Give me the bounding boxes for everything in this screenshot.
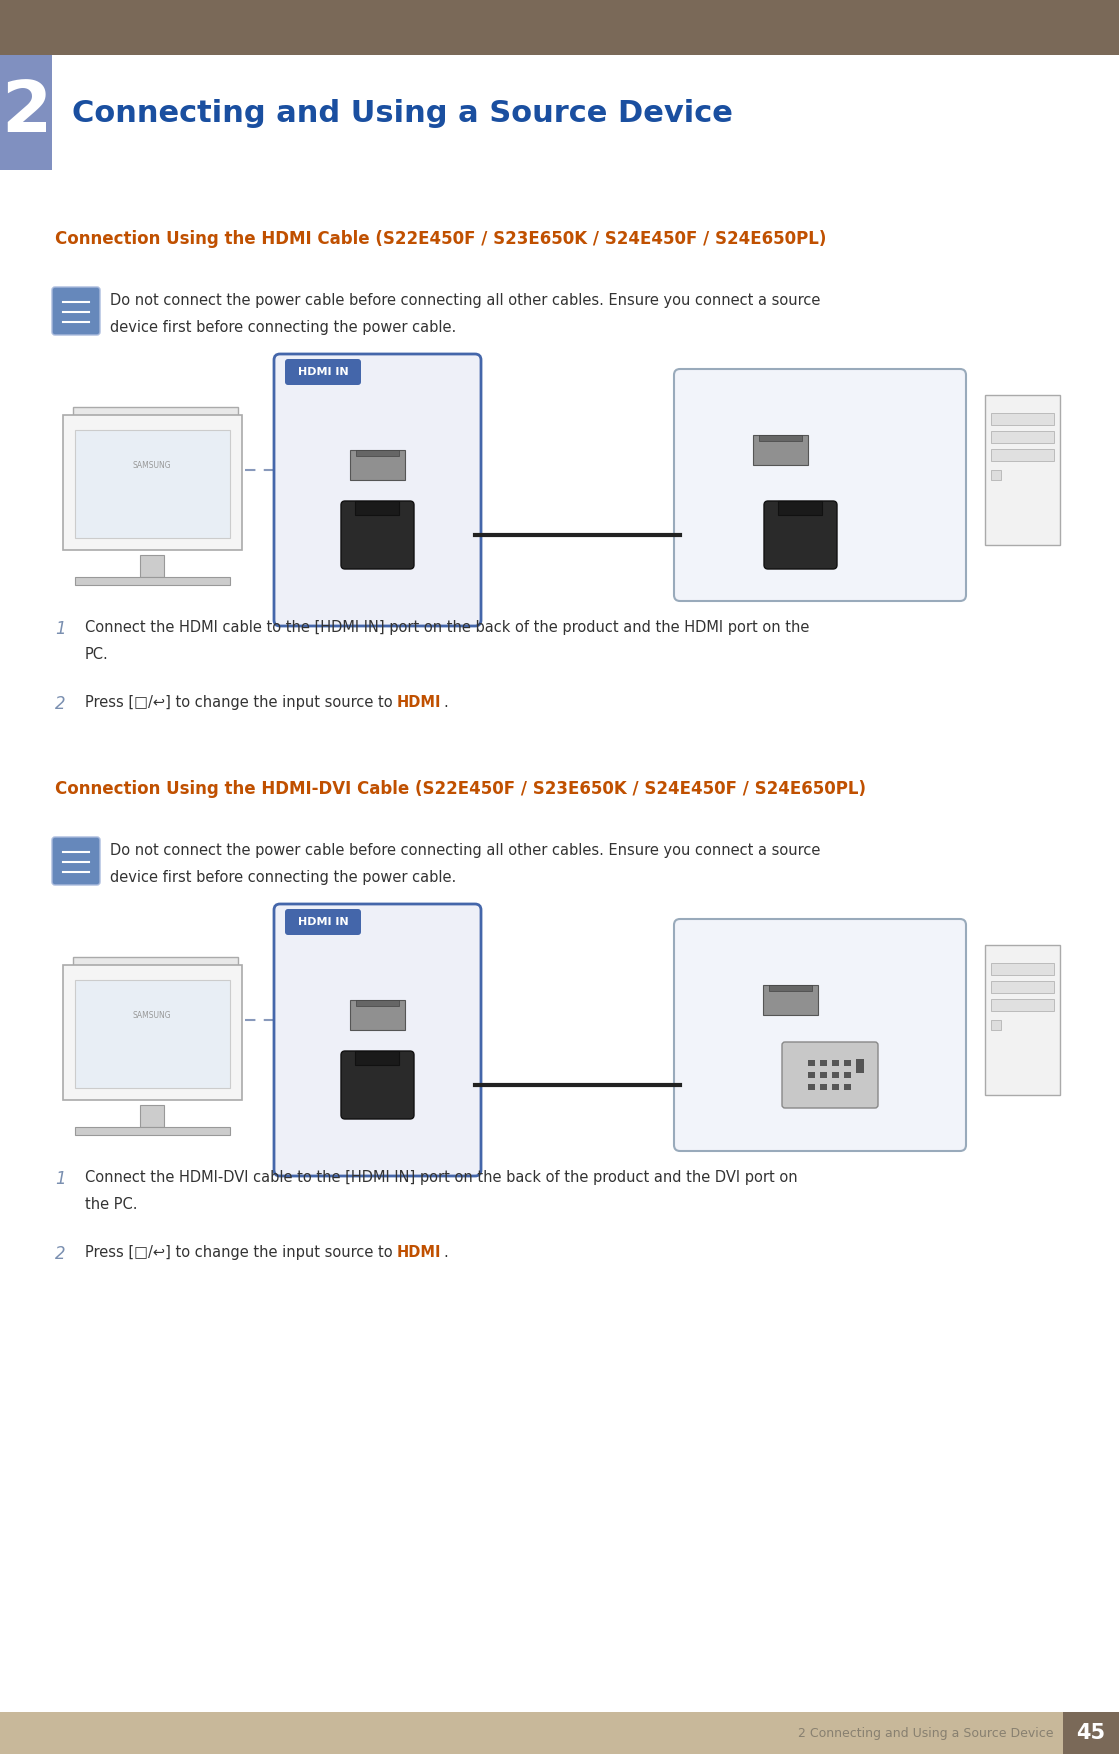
Bar (75, 430, 231, 538)
Bar (844, 1072, 852, 1079)
FancyBboxPatch shape (782, 1042, 878, 1109)
Bar (73, 407, 238, 542)
Text: .: . (443, 695, 448, 710)
FancyBboxPatch shape (274, 903, 481, 1175)
Text: SAMSUNG: SAMSUNG (133, 461, 171, 470)
Text: HDMI: HDMI (397, 695, 442, 710)
Text: 45: 45 (1076, 1722, 1106, 1743)
FancyBboxPatch shape (341, 502, 414, 568)
Bar (73, 958, 238, 1093)
Text: .: . (443, 1245, 448, 1259)
Bar (778, 502, 822, 516)
FancyBboxPatch shape (51, 288, 100, 335)
Bar (140, 554, 164, 577)
FancyBboxPatch shape (674, 368, 966, 602)
Text: Press [□/↩] to change the input source to: Press [□/↩] to change the input source t… (85, 1245, 397, 1259)
Bar (844, 1059, 852, 1066)
Text: Connection Using the HDMI-DVI Cable (S22E450F / S23E650K / S24E450F / S24E650PL): Connection Using the HDMI-DVI Cable (S22… (55, 781, 866, 798)
Bar (856, 1059, 864, 1073)
Text: SAMSUNG: SAMSUNG (133, 1010, 171, 1019)
Bar (833, 1072, 839, 1079)
Text: 1: 1 (55, 1170, 66, 1187)
Bar (63, 965, 242, 1100)
Bar (985, 945, 1060, 1094)
Text: Do not connect the power cable before connecting all other cables. Ensure you co: Do not connect the power cable before co… (110, 844, 820, 886)
Bar (75, 980, 231, 1087)
Bar (991, 449, 1054, 461)
Bar (769, 986, 812, 991)
Bar (985, 395, 1060, 545)
Bar (759, 435, 802, 440)
Text: 2 Connecting and Using a Source Device: 2 Connecting and Using a Source Device (798, 1726, 1053, 1740)
Text: Connecting and Using a Source Device: Connecting and Using a Source Device (72, 98, 733, 128)
Text: 2: 2 (55, 1245, 66, 1263)
Bar (356, 1000, 399, 1007)
Bar (844, 1084, 852, 1089)
Bar (820, 1084, 827, 1089)
Text: HDMI IN: HDMI IN (298, 917, 348, 928)
Bar (350, 451, 405, 481)
Text: 2: 2 (1, 77, 51, 147)
FancyBboxPatch shape (341, 1051, 414, 1119)
Bar (75, 1128, 231, 1135)
Bar (991, 431, 1054, 444)
FancyBboxPatch shape (274, 354, 481, 626)
Bar (356, 451, 399, 456)
Bar (753, 435, 808, 465)
Bar (63, 416, 242, 551)
FancyBboxPatch shape (51, 837, 100, 886)
Bar (0, 0, 1119, 54)
Bar (808, 1072, 815, 1079)
FancyBboxPatch shape (285, 909, 361, 935)
Bar (763, 986, 818, 1016)
Bar (833, 1084, 839, 1089)
Bar (991, 412, 1054, 424)
Bar (0, 54, 51, 170)
Bar (991, 1000, 1054, 1010)
Text: HDMI IN: HDMI IN (298, 367, 348, 377)
Bar (833, 1059, 839, 1066)
FancyBboxPatch shape (285, 360, 361, 384)
Bar (991, 963, 1054, 975)
Bar (820, 1072, 827, 1079)
FancyBboxPatch shape (674, 919, 966, 1151)
Bar (350, 1000, 405, 1030)
Text: Connect the HDMI-DVI cable to the [HDMI IN] port on the back of the product and : Connect the HDMI-DVI cable to the [HDMI … (85, 1170, 798, 1212)
Bar (355, 1051, 399, 1065)
Bar (808, 1084, 815, 1089)
Bar (0, 1712, 1119, 1754)
Text: Connection Using the HDMI Cable (S22E450F / S23E650K / S24E450F / S24E650PL): Connection Using the HDMI Cable (S22E450… (55, 230, 826, 247)
Bar (991, 470, 1002, 481)
Text: HDMI: HDMI (397, 1245, 442, 1259)
Bar (808, 1059, 815, 1066)
Bar (820, 1059, 827, 1066)
Bar (355, 502, 399, 516)
Text: Do not connect the power cable before connecting all other cables. Ensure you co: Do not connect the power cable before co… (110, 293, 820, 335)
Text: 1: 1 (55, 619, 66, 638)
FancyBboxPatch shape (764, 502, 837, 568)
Text: Connect the HDMI cable to the [HDMI IN] port on the back of the product and the : Connect the HDMI cable to the [HDMI IN] … (85, 619, 809, 661)
Bar (991, 980, 1054, 993)
Bar (75, 577, 231, 586)
Bar (1063, 1712, 1119, 1754)
Bar (140, 1105, 164, 1128)
Text: Press [□/↩] to change the input source to: Press [□/↩] to change the input source t… (85, 695, 397, 710)
Bar (991, 1021, 1002, 1030)
Text: 2: 2 (55, 695, 66, 712)
